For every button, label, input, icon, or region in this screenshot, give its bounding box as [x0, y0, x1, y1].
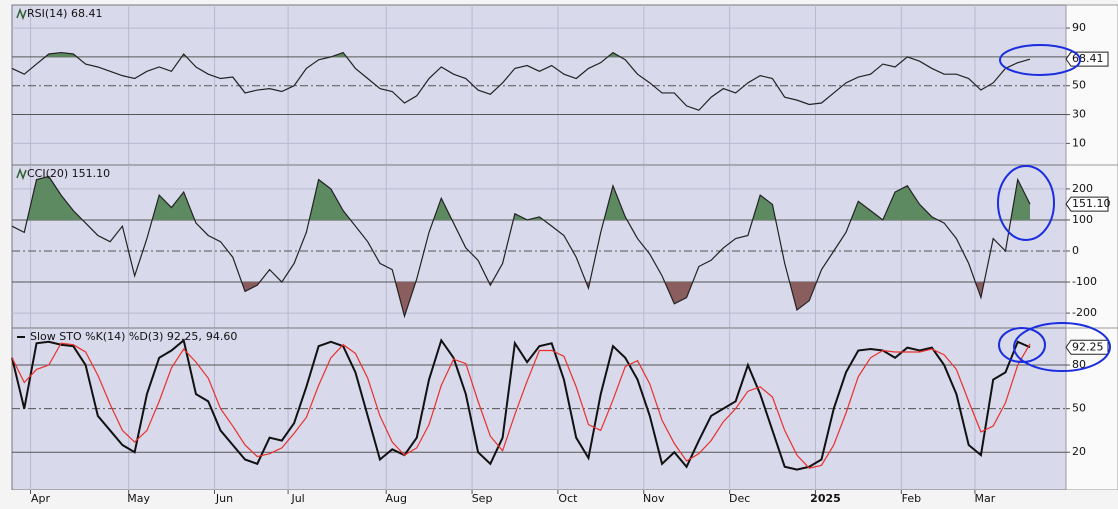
x-tick-label: Jun — [215, 492, 233, 505]
annotation-ellipse — [999, 44, 1081, 76]
x-tick-label: 2025 — [810, 492, 841, 505]
x-tick-label: Nov — [643, 492, 665, 505]
readout: 151.10 — [1072, 197, 1111, 210]
series-line — [11, 342, 1031, 469]
y-tick-label: 20 — [1072, 445, 1086, 458]
x-tick-label: Apr — [31, 492, 51, 505]
y-tick-label: -100 — [1072, 275, 1097, 288]
readout-box — [1065, 196, 1109, 212]
axis-background — [1065, 4, 1118, 166]
panel-title: CCI(20) 151.10 — [27, 167, 110, 180]
annotation-ellipse — [998, 327, 1046, 363]
readout-box — [1065, 339, 1109, 355]
annotation-ellipse — [997, 165, 1055, 241]
y-tick-label: -200 — [1072, 306, 1097, 319]
y-tick-label: 100 — [1072, 213, 1093, 226]
panel-background — [11, 4, 1067, 166]
y-tick-label: 0 — [1072, 244, 1079, 257]
x-tick-label: Mar — [975, 492, 996, 505]
series-line — [11, 175, 1031, 319]
title-icon — [16, 167, 27, 181]
panel-title: RSI(14) 68.41 — [27, 7, 102, 20]
y-tick-label: 90 — [1072, 21, 1086, 34]
panel-title: Slow STO %K(14) %D(3) 92.25, — [30, 330, 202, 343]
x-axis-strip — [0, 490, 1118, 509]
x-tick-label: Sep — [472, 492, 493, 505]
x-tick-label: Aug — [385, 492, 406, 505]
series-line — [11, 338, 1031, 471]
annotation-ellipse — [1013, 322, 1111, 372]
x-tick-label: May — [127, 492, 150, 505]
x-tick-label: Feb — [902, 492, 921, 505]
axis-background — [1065, 327, 1118, 491]
y-tick-label: 10 — [1072, 136, 1086, 149]
axis-background — [1065, 164, 1118, 329]
x-tick-label: Oct — [558, 492, 578, 505]
y-tick-label: 30 — [1072, 108, 1086, 121]
readout: 92.25 — [1072, 340, 1104, 353]
readout-box — [1065, 51, 1109, 67]
x-tick-label: Dec — [729, 492, 750, 505]
series-line — [11, 51, 1031, 111]
overbought-fill — [12, 176, 1030, 220]
title-readout: 94.60 — [206, 330, 238, 343]
title-icon — [16, 7, 27, 21]
x-tick-label: Jul — [290, 492, 304, 505]
panel-background — [11, 164, 1067, 329]
y-tick-label: 200 — [1072, 182, 1093, 195]
y-tick-label: 50 — [1072, 79, 1086, 92]
y-tick-label: 50 — [1072, 402, 1086, 415]
